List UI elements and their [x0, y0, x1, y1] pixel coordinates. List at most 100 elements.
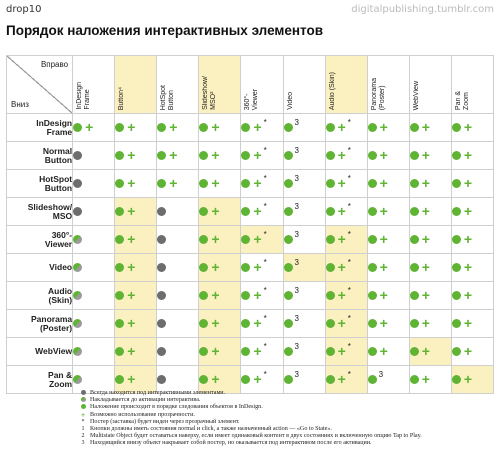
plus-icon: + [127, 203, 136, 220]
table-cell: + [450, 169, 495, 198]
table-cell: + [450, 365, 495, 394]
plus-icon: + [253, 203, 262, 220]
plus-icon: + [379, 315, 388, 332]
table-cell: 3 [282, 281, 326, 310]
green-dot-icon [283, 346, 293, 356]
row-header: Normal Button [5, 141, 74, 170]
half-dot-icon [73, 234, 83, 244]
green-dot-icon [241, 178, 251, 188]
asterisk-mark: * [347, 230, 351, 240]
table-cell: + * [324, 309, 368, 338]
table-cell [72, 309, 116, 338]
green-dot-icon [73, 122, 83, 132]
asterisk-mark: * [347, 202, 351, 212]
table-cell: + [114, 253, 158, 282]
column-header: InDesign Frame [72, 55, 116, 114]
legend-item: 2 Multistate Object будет оставаться наве… [76, 433, 496, 440]
green-dot-icon [115, 262, 125, 272]
gray-dot-icon [157, 318, 167, 328]
plus-icon: + [421, 175, 430, 192]
green-dot-icon [283, 290, 293, 300]
table-cell: 3 [282, 169, 326, 198]
gray-dot-icon [157, 206, 167, 216]
green-dot-icon [283, 150, 293, 160]
legend-text: Постер (заставка) будет виден через проз… [90, 418, 240, 425]
plus-icon: + [253, 315, 262, 332]
plus-icon: + [253, 175, 262, 192]
green-dot-icon [325, 290, 335, 300]
plus-icon: + [80, 410, 86, 420]
plus-icon: + [463, 175, 473, 192]
gray-dot-icon [157, 374, 167, 384]
legend-symbol: * [78, 419, 88, 426]
table-cell: + [408, 141, 452, 170]
green-dot-icon [367, 262, 377, 272]
asterisk-mark: * [263, 174, 267, 184]
green-dot-icon [367, 374, 377, 384]
row-header: HotSpot Button [5, 169, 74, 198]
green-dot-icon [367, 318, 377, 328]
table-row: Audio (Skin) + + + * 3 + * + + + [5, 281, 495, 310]
column-header: HotSpot Button [156, 55, 200, 114]
asterisk-mark: * [347, 118, 351, 128]
green-dot-icon [325, 262, 335, 272]
table-cell: + [450, 141, 495, 170]
green-dot-icon [451, 206, 461, 216]
green-dot-icon [325, 206, 335, 216]
green-dot-icon [115, 150, 125, 160]
table-cell [156, 253, 200, 282]
footnote-mark: 3 [294, 370, 299, 380]
row-header: Panorama (Poster) [5, 309, 74, 338]
table-row: Normal Button + + + + * 3 + * + + + [5, 141, 495, 170]
table-cell [72, 337, 116, 366]
green-dot-icon [115, 234, 125, 244]
green-dot-icon [367, 178, 377, 188]
column-header: 360°- Viewer [240, 55, 284, 114]
plus-icon: + [379, 231, 388, 248]
green-dot-icon [115, 374, 125, 384]
gray-dot-icon [73, 150, 83, 160]
table-cell: 3 [282, 337, 326, 366]
asterisk-mark: * [263, 286, 267, 296]
column-header-label: Button⁴ [118, 86, 126, 110]
plus-icon: + [379, 119, 388, 136]
table-cell [156, 337, 200, 366]
footnote-mark: 3 [294, 174, 299, 184]
table-cell: 3 [282, 197, 326, 226]
table-cell [72, 197, 116, 226]
footnote-mark: 3 [294, 314, 299, 324]
table-cell: + [198, 225, 242, 254]
table-cell: + [408, 169, 452, 198]
row-header: InDesign Frame [5, 113, 74, 142]
green-dot-icon [199, 122, 209, 132]
table-cell: + [366, 225, 410, 254]
row-header: Pan & Zoom [5, 365, 74, 394]
legend-item: Наложение происходит в порядке следовани… [76, 404, 496, 411]
table-cell: + * [240, 253, 284, 282]
legend-symbol: 2 [78, 433, 88, 440]
legend-item: * Постер (заставка) будет виден через про… [76, 419, 496, 426]
green-dot-icon [241, 374, 251, 384]
plus-icon: + [463, 147, 473, 164]
column-header-label: InDesign Frame [76, 82, 92, 110]
asterisk-mark: * [347, 342, 351, 352]
table-cell: + [72, 113, 116, 142]
legend-symbol [78, 397, 88, 404]
footnote-mark: 3 [294, 258, 299, 268]
table-body: InDesign Frame + + + + + * 3 + * + + + Normal Button +… [5, 113, 495, 394]
green-dot-icon [283, 178, 293, 188]
plus-icon: + [421, 119, 430, 136]
plus-icon: + [127, 231, 136, 248]
gray-dot-icon [157, 234, 167, 244]
table-cell: + [408, 253, 452, 282]
green-dot-icon [157, 150, 167, 160]
asterisk-mark: * [263, 230, 267, 240]
table-cell: + [156, 113, 200, 142]
table-header-row: Вправо Вниз InDesign Frame Button⁴ HotSpot… [5, 55, 495, 114]
table-row: InDesign Frame + + + + + * 3 + * + + + [5, 113, 495, 142]
footnote-mark: 3 [294, 118, 299, 128]
footnote-mark: * [81, 418, 85, 425]
table-cell: + [366, 337, 410, 366]
page-title: Порядок наложения интерактивных элементо… [6, 23, 324, 38]
asterisk-mark: * [263, 202, 267, 212]
